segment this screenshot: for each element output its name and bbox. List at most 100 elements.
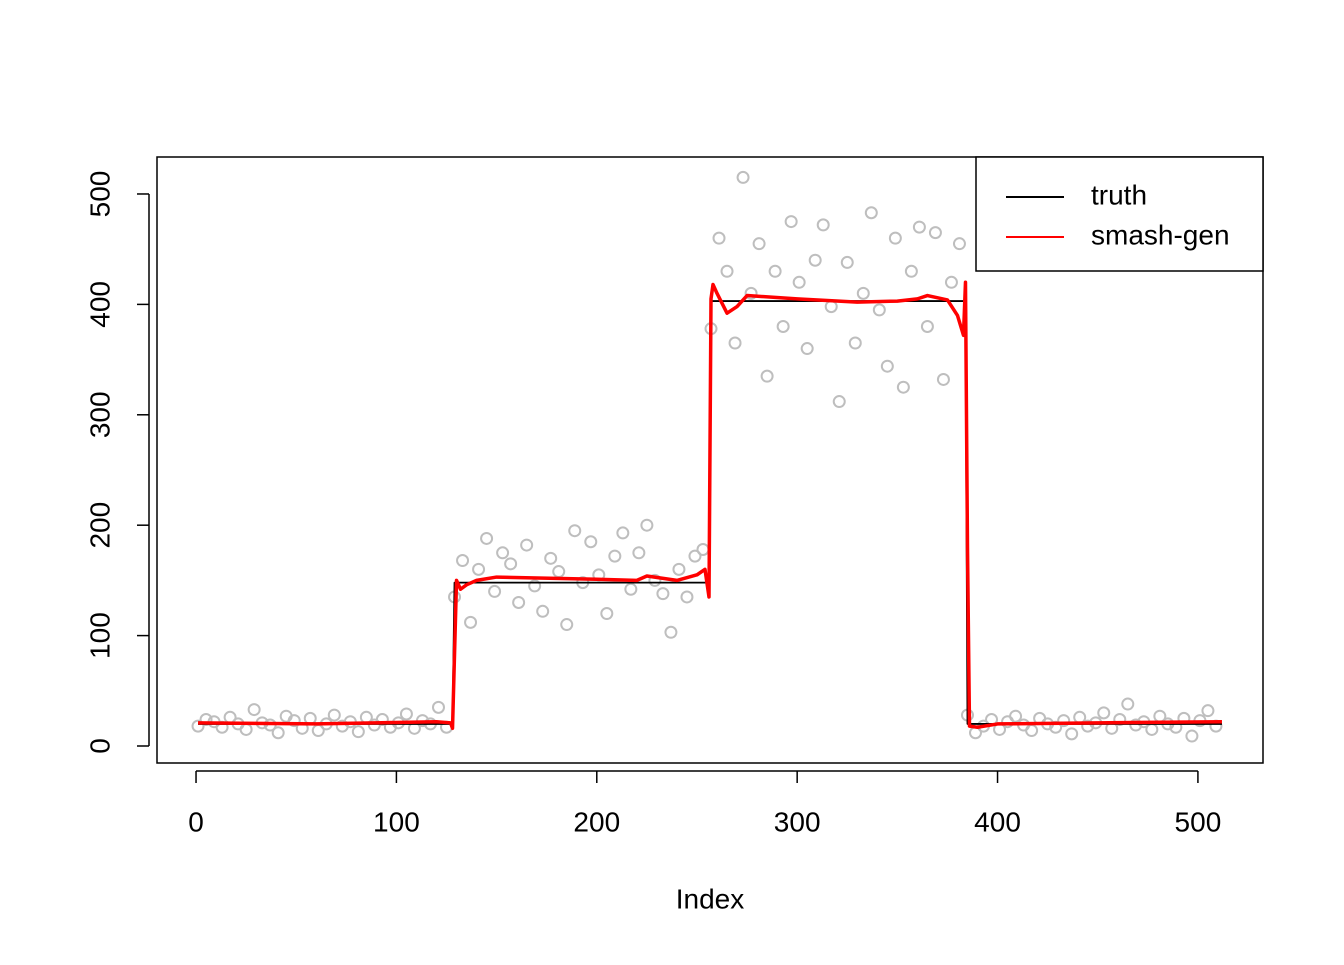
point: [760, 369, 774, 383]
point: [287, 714, 301, 728]
point: [800, 342, 814, 356]
point: [712, 231, 726, 245]
legend-label: truth: [1091, 179, 1147, 210]
point: [696, 542, 710, 556]
point: [848, 336, 862, 350]
point: [1065, 727, 1079, 741]
point: [672, 562, 686, 576]
x-axis-label: Index: [676, 883, 745, 914]
point: [936, 372, 950, 386]
point: [624, 582, 638, 596]
point: [239, 722, 253, 736]
point: [1113, 713, 1127, 727]
point: [768, 264, 782, 278]
point: [928, 226, 942, 240]
point: [1009, 709, 1023, 723]
point: [568, 524, 582, 538]
x-tick-label: 100: [373, 806, 420, 837]
point: [1097, 706, 1111, 720]
point: [1185, 729, 1199, 743]
point: [1121, 697, 1135, 711]
point: [520, 538, 534, 552]
point: [512, 595, 526, 609]
point: [191, 719, 205, 733]
point: [1145, 722, 1159, 736]
point: [832, 395, 846, 409]
point: [808, 253, 822, 267]
point: [247, 703, 261, 717]
point: [1025, 724, 1039, 738]
point: [504, 557, 518, 571]
point: [375, 713, 389, 727]
point: [736, 170, 750, 184]
y-tick-label: 500: [84, 171, 115, 218]
x-tick-label: 300: [774, 806, 821, 837]
point: [1201, 704, 1215, 718]
point: [752, 237, 766, 251]
point: [488, 584, 502, 598]
point: [456, 554, 470, 568]
x-tick-label: 200: [573, 806, 620, 837]
point: [792, 275, 806, 289]
point: [431, 700, 445, 714]
y-tick-label: 100: [84, 612, 115, 659]
point: [784, 215, 798, 229]
point: [888, 231, 902, 245]
point: [271, 726, 285, 740]
point: [656, 587, 670, 601]
point: [327, 708, 341, 722]
point: [632, 546, 646, 560]
point: [608, 549, 622, 563]
point: [728, 336, 742, 350]
point: [351, 725, 365, 739]
point: [912, 220, 926, 234]
point: [1057, 714, 1071, 728]
point: [952, 237, 966, 251]
point: [896, 380, 910, 394]
point: [664, 625, 678, 639]
point: [904, 264, 918, 278]
point: [399, 707, 413, 721]
x-tick-label: 500: [1175, 806, 1222, 837]
point: [856, 286, 870, 300]
point: [944, 275, 958, 289]
point: [544, 551, 558, 565]
point: [600, 607, 614, 621]
y-tick-label: 0: [84, 738, 115, 754]
point: [816, 218, 830, 232]
legend-label: smash-gen: [1091, 219, 1230, 250]
point: [480, 531, 494, 545]
point: [616, 526, 630, 540]
point: [880, 359, 894, 373]
point: [199, 713, 213, 727]
point: [536, 604, 550, 618]
point: [472, 562, 486, 576]
point: [552, 565, 566, 579]
series-line: [198, 280, 1222, 731]
y-tick-label: 200: [84, 502, 115, 549]
point: [464, 615, 478, 629]
point: [640, 518, 654, 532]
point: [864, 206, 878, 220]
point: [584, 535, 598, 549]
x-tick-label: 400: [974, 806, 1021, 837]
plot-frame: [156, 156, 1264, 764]
point: [872, 303, 886, 317]
point: [648, 573, 662, 587]
point: [840, 255, 854, 269]
y-tick-label: 400: [84, 281, 115, 328]
point: [528, 579, 542, 593]
point: [1129, 718, 1143, 732]
x-tick-label: 0: [188, 806, 204, 837]
point: [744, 286, 758, 300]
y-tick-label: 300: [84, 391, 115, 438]
point: [824, 300, 838, 314]
point: [680, 590, 694, 604]
point: [920, 319, 934, 333]
point: [1081, 719, 1095, 733]
point: [560, 618, 574, 632]
point: [688, 549, 702, 563]
point: [720, 264, 734, 278]
legend-box: [975, 156, 1264, 272]
